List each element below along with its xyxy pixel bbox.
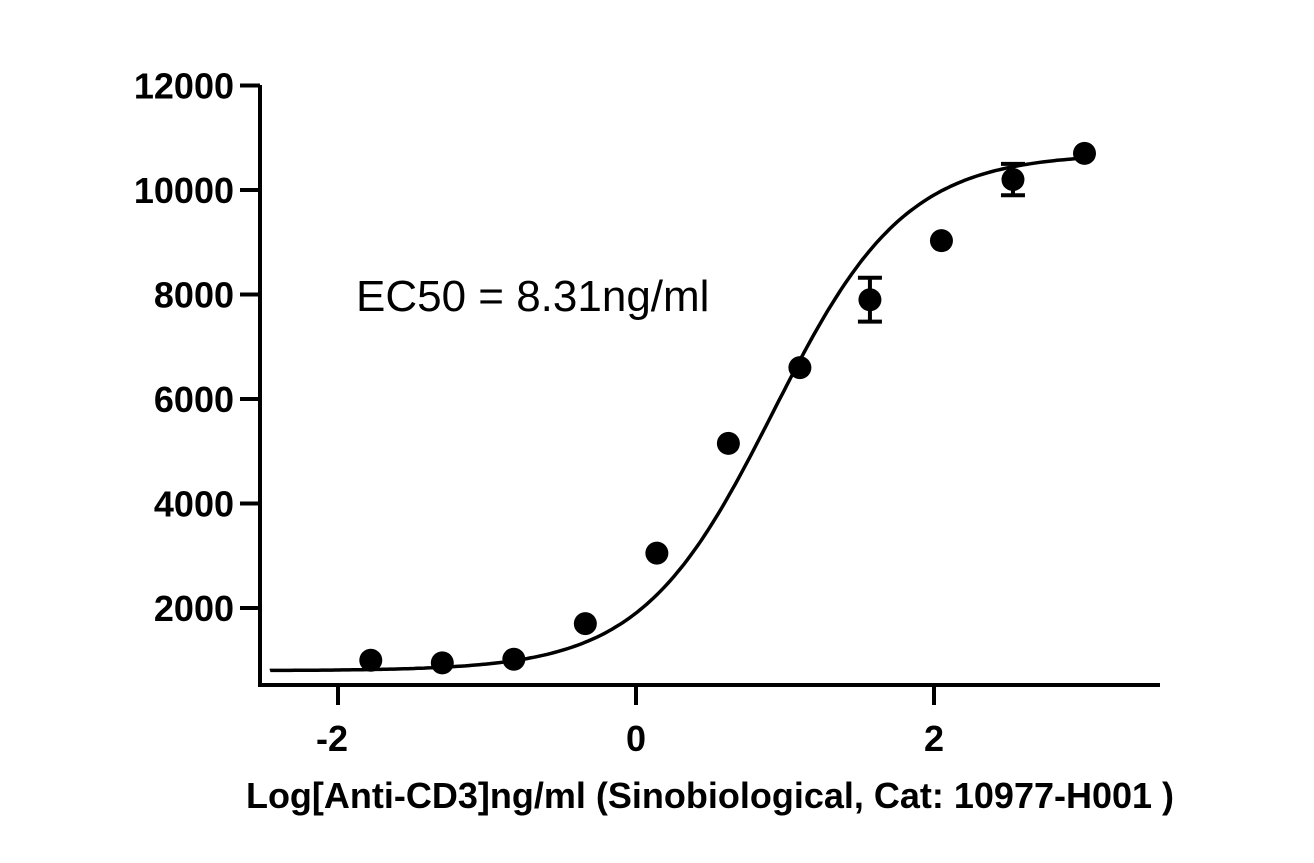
x-axis-title: Log[Anti-CD3]ng/ml (Sinobiological, Cat:… [246, 775, 1174, 816]
x-tick-label: 0 [626, 718, 646, 759]
y-tick-label: 4000 [154, 484, 234, 525]
data-point [716, 431, 740, 455]
x-tick-label: -2 [316, 718, 348, 759]
data-point [1001, 168, 1025, 192]
data-point [858, 288, 882, 312]
ec50-annotation: EC50 = 8.31ng/ml [356, 272, 709, 321]
data-point [573, 612, 597, 636]
y-tick-label: 6000 [154, 379, 234, 420]
plot-area: 2000 4000 6000 8000 10000 12000 -2 0 2 [134, 66, 1160, 759]
data-point [430, 651, 454, 675]
data-point [929, 229, 953, 253]
y-tick-label: 8000 [154, 275, 234, 316]
y-tick-label: 10000 [134, 170, 234, 211]
data-point [645, 541, 669, 565]
data-point [788, 356, 812, 380]
data-point [359, 648, 383, 672]
x-tick-label: 2 [924, 718, 944, 759]
y-tick-label: 12000 [134, 66, 234, 107]
data-point [1072, 141, 1096, 165]
data-point [502, 647, 526, 671]
fit-curve [269, 156, 1085, 673]
y-tick-label: 2000 [154, 588, 234, 629]
